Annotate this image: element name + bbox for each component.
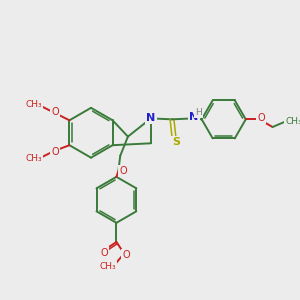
Text: S: S (172, 137, 180, 147)
Text: N: N (189, 112, 199, 122)
Text: CH₃: CH₃ (26, 100, 42, 109)
Text: N: N (146, 113, 155, 123)
Text: O: O (257, 113, 265, 123)
Text: O: O (122, 250, 130, 260)
Text: O: O (119, 166, 127, 176)
Text: CH₃: CH₃ (285, 117, 300, 126)
Text: O: O (100, 248, 108, 257)
Text: H: H (195, 108, 202, 117)
Text: O: O (51, 107, 59, 117)
Text: CH₃: CH₃ (100, 262, 116, 272)
Text: O: O (51, 147, 59, 157)
Text: CH₃: CH₃ (26, 154, 42, 163)
